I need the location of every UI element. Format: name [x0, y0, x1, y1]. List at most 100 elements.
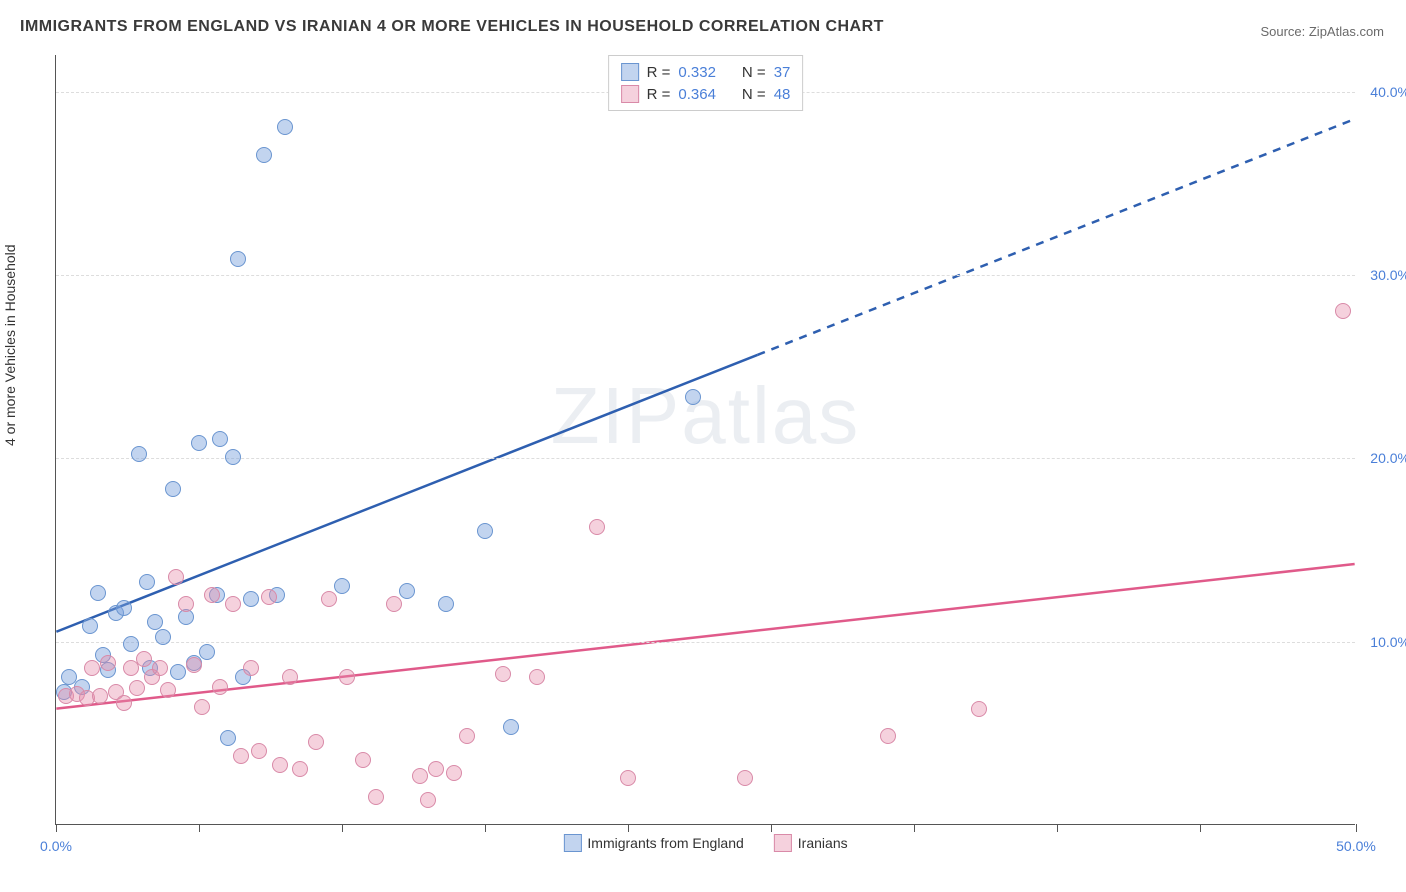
data-point-iranians [261, 589, 277, 605]
data-point-england [220, 730, 236, 746]
legend-r-value-iranians: 0.364 [678, 86, 716, 103]
data-point-iranians [386, 596, 402, 612]
data-point-england [90, 585, 106, 601]
legend-n-label: N = [742, 86, 766, 103]
gridline [56, 458, 1355, 459]
data-point-iranians [204, 587, 220, 603]
data-point-iranians [100, 655, 116, 671]
legend-row-england: R = 0.332 N = 37 [621, 61, 791, 83]
data-point-england [685, 389, 701, 405]
legend-row-iranians: R = 0.364 N = 48 [621, 83, 791, 105]
legend-n-value-england: 37 [774, 64, 791, 81]
data-point-iranians [589, 519, 605, 535]
x-tick [1200, 824, 1201, 832]
chart-title: IMMIGRANTS FROM ENGLAND VS IRANIAN 4 OR … [20, 18, 884, 36]
data-point-england [225, 449, 241, 465]
data-point-england [477, 523, 493, 539]
data-point-england [131, 446, 147, 462]
y-tick-label: 40.0% [1370, 84, 1406, 100]
gridline [56, 275, 1355, 276]
data-point-england [191, 435, 207, 451]
data-point-iranians [355, 752, 371, 768]
x-tick [56, 824, 57, 832]
legend-r-value-england: 0.332 [678, 64, 716, 81]
data-point-iranians [412, 768, 428, 784]
data-point-iranians [233, 748, 249, 764]
legend-item-england: Immigrants from England [563, 834, 743, 852]
data-point-england [256, 147, 272, 163]
data-point-iranians [420, 792, 436, 808]
data-point-england [399, 583, 415, 599]
y-tick-label: 30.0% [1370, 267, 1406, 283]
y-axis-label: 4 or more Vehicles in Household [2, 244, 18, 446]
x-tick-label: 0.0% [40, 838, 72, 854]
data-point-iranians [529, 669, 545, 685]
legend-label-iranians: Iranians [798, 835, 848, 851]
x-tick [1057, 824, 1058, 832]
data-point-iranians [321, 591, 337, 607]
swatch-england [621, 63, 639, 81]
data-point-iranians [212, 679, 228, 695]
y-tick-label: 10.0% [1370, 634, 1406, 650]
data-point-iranians [446, 765, 462, 781]
x-tick [199, 824, 200, 832]
data-point-iranians [178, 596, 194, 612]
data-point-england [438, 596, 454, 612]
data-point-iranians [495, 666, 511, 682]
data-point-england [199, 644, 215, 660]
legend-item-iranians: Iranians [774, 834, 848, 852]
x-tick [628, 824, 629, 832]
data-point-iranians [186, 657, 202, 673]
data-point-iranians [428, 761, 444, 777]
data-point-iranians [116, 695, 132, 711]
data-point-iranians [160, 682, 176, 698]
data-point-england [243, 591, 259, 607]
swatch-iranians [774, 834, 792, 852]
data-point-iranians [459, 728, 475, 744]
gridline [56, 642, 1355, 643]
data-point-iranians [368, 789, 384, 805]
data-point-england [165, 481, 181, 497]
x-tick-label: 50.0% [1336, 838, 1376, 854]
swatch-iranians [621, 85, 639, 103]
data-point-iranians [136, 651, 152, 667]
data-point-iranians [225, 596, 241, 612]
legend-r-label: R = [647, 86, 671, 103]
data-point-iranians [152, 660, 168, 676]
legend-label-england: Immigrants from England [587, 835, 743, 851]
data-point-england [170, 664, 186, 680]
data-point-iranians [1335, 303, 1351, 319]
data-point-iranians [272, 757, 288, 773]
legend-series: Immigrants from England Iranians [563, 834, 847, 852]
data-point-england [116, 600, 132, 616]
data-point-iranians [308, 734, 324, 750]
data-point-iranians [194, 699, 210, 715]
data-point-england [139, 574, 155, 590]
x-tick [342, 824, 343, 832]
data-point-iranians [129, 680, 145, 696]
legend-r-label: R = [647, 64, 671, 81]
data-point-iranians [339, 669, 355, 685]
plot-area: ZIPatlas R = 0.332 N = 37 R = 0.364 N = … [55, 55, 1355, 825]
data-point-iranians [292, 761, 308, 777]
data-point-england [277, 119, 293, 135]
x-tick [771, 824, 772, 832]
data-point-england [82, 618, 98, 634]
x-tick [914, 824, 915, 832]
data-point-england [147, 614, 163, 630]
data-point-iranians [282, 669, 298, 685]
x-tick [485, 824, 486, 832]
data-point-iranians [737, 770, 753, 786]
data-point-england [230, 251, 246, 267]
data-point-england [334, 578, 350, 594]
data-point-england [155, 629, 171, 645]
data-point-iranians [243, 660, 259, 676]
data-point-iranians [84, 660, 100, 676]
data-point-england [123, 636, 139, 652]
y-tick-label: 20.0% [1370, 450, 1406, 466]
regression-lines [56, 55, 1355, 824]
swatch-england [563, 834, 581, 852]
data-point-iranians [168, 569, 184, 585]
legend-n-value-iranians: 48 [774, 86, 791, 103]
data-point-iranians [251, 743, 267, 759]
